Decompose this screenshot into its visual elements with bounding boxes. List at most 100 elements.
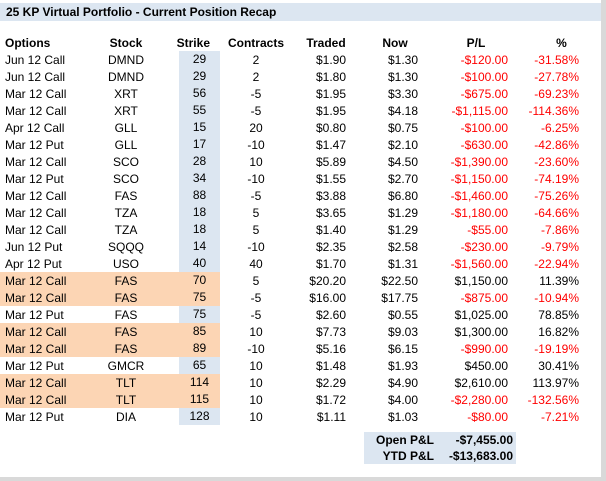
now-cell[interactable]: $4.90 <box>387 375 418 390</box>
pl-cell[interactable]: -$1,180.00 <box>450 205 508 220</box>
stock-cell[interactable]: FAS <box>92 323 160 340</box>
contracts-cell[interactable]: 10 <box>249 375 263 390</box>
strike-cell[interactable]: 29 <box>160 51 220 68</box>
now-cell[interactable]: $2.70 <box>387 171 418 186</box>
pl-cell[interactable]: -$2,280.00 <box>450 392 508 407</box>
open-pl-value[interactable]: -$7,455.00 <box>440 432 516 448</box>
traded-cell[interactable]: $1.80 <box>315 69 346 84</box>
traded-cell[interactable]: $16.00 <box>309 290 346 305</box>
contracts-cell[interactable]: -5 <box>250 307 262 322</box>
pl-cell[interactable]: $2,610.00 <box>454 375 508 390</box>
contracts-cell[interactable]: -5 <box>250 86 262 101</box>
pl-cell[interactable]: $1,150.00 <box>454 273 508 288</box>
stock-cell[interactable]: SCO <box>112 154 139 169</box>
contracts-cell[interactable]: -10 <box>247 239 265 254</box>
pct-cell[interactable]: 11.39% <box>539 273 579 288</box>
strike-cell[interactable]: 75 <box>160 306 220 323</box>
options-cell[interactable]: Mar 12 Call <box>0 289 92 306</box>
pl-cell[interactable]: -$1,390.00 <box>450 154 508 169</box>
strike-cell[interactable]: 18 <box>160 204 220 221</box>
traded-cell[interactable]: $2.29 <box>315 375 346 390</box>
pl-cell[interactable]: -$120.00 <box>460 52 508 67</box>
traded-cell[interactable]: $1.72 <box>315 392 346 407</box>
col-header-pct[interactable]: % <box>556 35 567 50</box>
now-cell[interactable]: $1.03 <box>387 409 418 424</box>
strike-cell[interactable]: 55 <box>160 102 220 119</box>
pct-cell[interactable]: -23.60% <box>534 154 579 169</box>
options-cell[interactable]: Mar 12 Call <box>0 391 92 408</box>
traded-cell[interactable]: $5.16 <box>315 341 346 356</box>
traded-cell[interactable]: $7.73 <box>315 324 346 339</box>
options-cell[interactable]: Jun 12 Call <box>5 52 66 67</box>
contracts-cell[interactable]: -10 <box>247 137 265 152</box>
strike-cell[interactable]: 88 <box>160 187 220 204</box>
pct-cell[interactable]: -27.78% <box>534 69 579 84</box>
now-cell[interactable]: $0.55 <box>387 307 418 322</box>
pl-cell[interactable]: -$100.00 <box>460 120 508 135</box>
pct-cell[interactable]: 30.41% <box>538 358 579 373</box>
pct-cell[interactable]: -74.19% <box>534 171 579 186</box>
pl-cell[interactable]: $450.00 <box>464 358 508 373</box>
options-cell[interactable]: Jun 12 Call <box>5 69 66 84</box>
contracts-cell[interactable]: 5 <box>252 273 260 288</box>
stock-cell[interactable]: XRT <box>114 86 138 101</box>
stock-cell[interactable]: FAS <box>92 272 160 289</box>
now-cell[interactable]: $4.18 <box>387 103 418 118</box>
pl-cell[interactable]: -$990.00 <box>460 341 508 356</box>
options-cell[interactable]: Apr 12 Call <box>5 120 65 135</box>
traded-cell[interactable]: $1.40 <box>315 222 346 237</box>
stock-cell[interactable]: DIA <box>115 409 136 424</box>
pct-cell[interactable]: -22.94% <box>534 256 579 271</box>
stock-cell[interactable]: GMCR <box>107 358 145 373</box>
contracts-cell[interactable]: 10 <box>249 154 263 169</box>
now-cell[interactable]: $6.15 <box>387 341 418 356</box>
contracts-cell[interactable]: 10 <box>249 324 263 339</box>
strike-cell[interactable]: 128 <box>160 408 220 425</box>
now-cell[interactable]: $1.30 <box>387 69 418 84</box>
pct-cell[interactable]: -64.66% <box>534 205 579 220</box>
strike-cell[interactable]: 75 <box>160 289 220 306</box>
traded-cell[interactable]: $20.20 <box>309 273 346 288</box>
strike-cell[interactable]: 17 <box>160 136 220 153</box>
traded-cell[interactable]: $3.65 <box>315 205 346 220</box>
strike-cell[interactable]: 14 <box>160 238 220 255</box>
pct-cell[interactable]: -9.79% <box>540 239 579 254</box>
pct-cell[interactable]: -69.23% <box>534 86 579 101</box>
options-cell[interactable]: Mar 12 Put <box>5 137 64 152</box>
strike-cell[interactable]: 115 <box>160 391 220 408</box>
pct-cell[interactable]: -132.56% <box>527 392 579 407</box>
traded-cell[interactable]: $2.35 <box>315 239 346 254</box>
stock-cell[interactable]: TZA <box>114 222 138 237</box>
strike-cell[interactable]: 15 <box>160 119 220 136</box>
now-cell[interactable]: $1.29 <box>387 222 418 237</box>
col-header-options[interactable]: Options <box>5 35 51 50</box>
col-header-strike[interactable]: Strike <box>176 35 210 50</box>
ytd-pl-value[interactable]: -$13,683.00 <box>440 448 516 464</box>
contracts-cell[interactable]: -10 <box>247 171 265 186</box>
options-cell[interactable]: Apr 12 Put <box>5 256 62 271</box>
pl-cell[interactable]: -$80.00 <box>467 409 508 424</box>
pl-cell[interactable]: -$55.00 <box>467 222 508 237</box>
options-cell[interactable]: Mar 12 Put <box>5 409 64 424</box>
traded-cell[interactable]: $1.47 <box>315 137 346 152</box>
traded-cell[interactable]: $1.95 <box>315 103 346 118</box>
now-cell[interactable]: $1.93 <box>387 358 418 373</box>
options-cell[interactable]: Mar 12 Call <box>5 188 67 203</box>
traded-cell[interactable]: $2.60 <box>315 307 346 322</box>
pct-cell[interactable]: -7.21% <box>540 409 579 424</box>
pl-cell[interactable]: -$230.00 <box>460 239 508 254</box>
options-cell[interactable]: Mar 12 Call <box>0 374 92 391</box>
stock-cell[interactable]: FAS <box>114 188 138 203</box>
col-header-contracts[interactable]: Contracts <box>227 35 284 50</box>
now-cell[interactable]: $1.30 <box>387 52 418 67</box>
options-cell[interactable]: Mar 12 Put <box>5 171 64 186</box>
options-cell[interactable]: Mar 12 Put <box>5 307 64 322</box>
stock-cell[interactable]: GLL <box>114 137 138 152</box>
now-cell[interactable]: $0.75 <box>387 120 418 135</box>
options-cell[interactable]: Mar 12 Put <box>5 358 64 373</box>
now-cell[interactable]: $1.31 <box>387 256 418 271</box>
traded-cell[interactable]: $1.48 <box>315 358 346 373</box>
stock-cell[interactable]: GLL <box>114 120 138 135</box>
pl-cell[interactable]: -$875.00 <box>460 290 508 305</box>
now-cell[interactable]: $1.29 <box>387 205 418 220</box>
